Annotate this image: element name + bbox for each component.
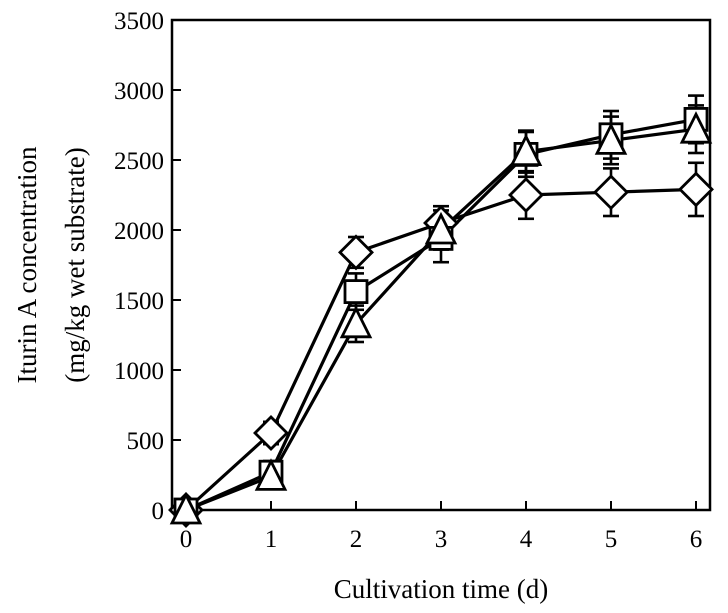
x-axis-ticks: 0 1 2 3 4 5 6 — [180, 501, 703, 553]
x-tick-label: 4 — [520, 526, 533, 553]
data-point-triangle — [339, 305, 373, 339]
data-point-square — [343, 279, 369, 305]
x-tick-label: 3 — [435, 526, 448, 553]
x-tick-label: 6 — [690, 526, 703, 553]
data-point-diamond — [508, 177, 544, 213]
data-point-diamond — [593, 174, 629, 211]
data-point-triangle — [424, 211, 458, 245]
y-axis-title-line-1: Iturin A concentration — [12, 146, 42, 383]
x-tick-label: 1 — [265, 526, 278, 553]
x-axis-title: Cultivation time (d) — [334, 574, 548, 604]
y-tick-label: 3500 — [114, 8, 164, 35]
x-tick-label: 5 — [605, 526, 618, 553]
data-point-diamond — [678, 171, 714, 208]
data-point-triangle — [509, 133, 543, 167]
y-axis-title-line-2: (mg/kg wet substrate) — [60, 147, 90, 382]
data-point-triangle — [679, 111, 713, 144]
x-tick-label: 0 — [180, 526, 193, 553]
data-point-triangle — [169, 491, 203, 525]
y-tick-label: 1000 — [114, 358, 164, 385]
data-point-triangle — [254, 458, 288, 491]
y-tick-label: 1500 — [114, 288, 164, 315]
y-tick-label: 2500 — [114, 148, 164, 175]
data-point-diamond — [338, 234, 374, 271]
series-layer — [168, 94, 714, 528]
data-point-triangle — [594, 122, 628, 155]
y-tick-label: 0 — [152, 498, 165, 525]
plot-frame — [170, 18, 712, 512]
series-line-square — [185, 117, 697, 512]
y-tick-label: 3000 — [114, 78, 164, 105]
y-tick-label: 2000 — [114, 218, 164, 245]
x-tick-label: 2 — [350, 526, 363, 553]
y-axis-ticks: 0 500 1000 1500 2000 2500 3000 3500 — [114, 8, 181, 525]
y-tick-label: 500 — [127, 428, 165, 455]
data-point-diamond — [253, 415, 289, 451]
